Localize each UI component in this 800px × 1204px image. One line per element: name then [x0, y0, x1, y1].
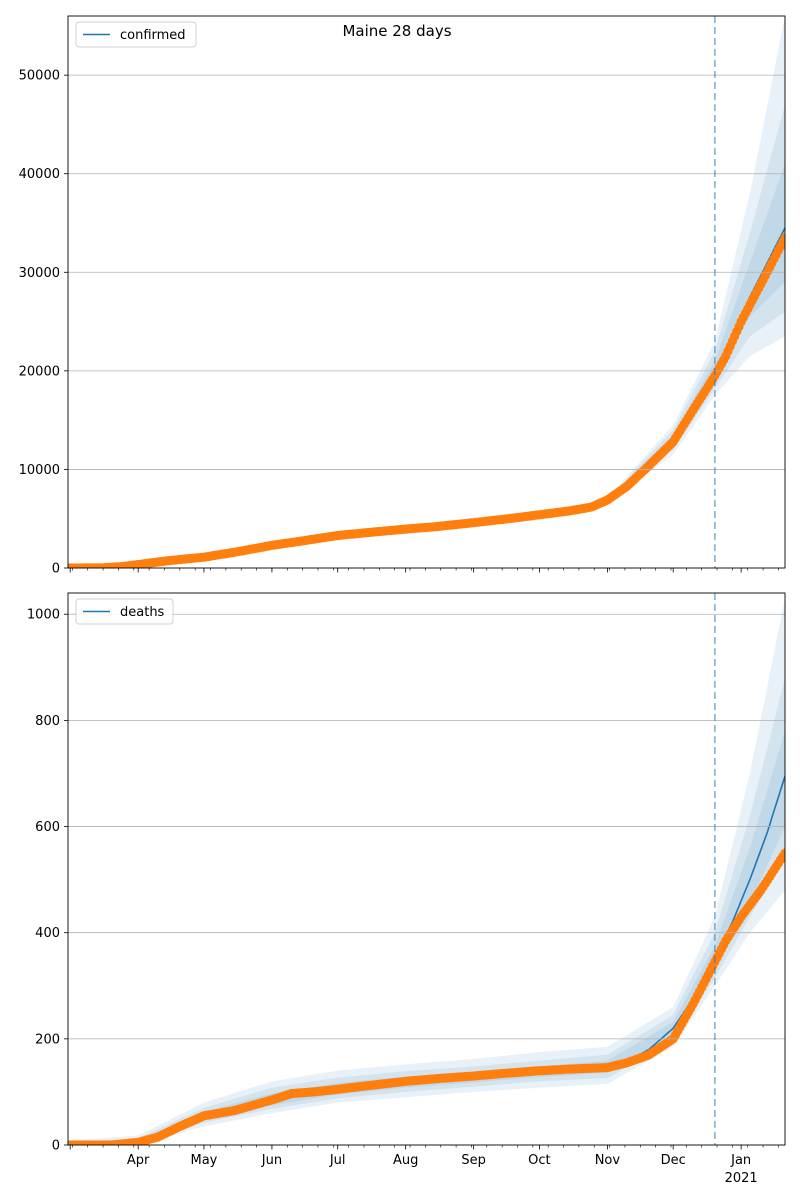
- y-tick-label: 0: [52, 1139, 60, 1154]
- y-tick-label: 40000: [19, 167, 60, 182]
- model-line: [68, 227, 785, 568]
- x-tick-label: Jan: [730, 1153, 751, 1168]
- y-tick-label: 20000: [19, 364, 60, 379]
- panel-deaths: 0 200 400 600 800 1000 Apr May Jun Jul Aug Sep Oct No…: [27, 592, 786, 1186]
- y-tick-label: 30000: [19, 266, 60, 281]
- chart-title: Maine 28 days: [342, 22, 451, 40]
- legend-label: confirmed: [120, 28, 186, 43]
- legend: confirmed: [75, 21, 197, 48]
- x-tick-label: May: [190, 1153, 217, 1168]
- x-tick-label: Dec: [661, 1153, 686, 1168]
- x-tick-label: Nov: [595, 1153, 621, 1168]
- panel-confirmed: 0 10000 20000 30000 40000 50000 confirmed: [19, 15, 786, 577]
- y-tick-label: 50000: [19, 69, 60, 84]
- observed-points: [68, 233, 785, 568]
- legend-box: [75, 21, 197, 48]
- y-tick-label: 800: [35, 714, 60, 729]
- axes-frame: [67, 592, 786, 1146]
- x-tick-label: Jul: [329, 1153, 346, 1168]
- x-tick-year-label: 2021: [725, 1171, 758, 1186]
- x-tick-label: Aug: [393, 1153, 418, 1168]
- y-tick-label: 600: [35, 820, 60, 835]
- x-tick-label: Oct: [528, 1153, 550, 1168]
- legend-label: deaths: [120, 605, 165, 620]
- x-tick-label: Sep: [461, 1153, 486, 1168]
- x-tick-label: Jun: [261, 1153, 282, 1168]
- axes-frame: [67, 15, 786, 569]
- plot-area: [68, 16, 785, 568]
- y-tick-label: 0: [52, 562, 60, 577]
- y-tick-label: 400: [35, 926, 60, 941]
- observed-point: [780, 848, 785, 858]
- y-tick-label: 1000: [27, 608, 60, 623]
- x-tick-label: Apr: [127, 1153, 150, 1168]
- legend-box: [75, 598, 174, 625]
- legend: deaths: [75, 598, 174, 625]
- plot-area: [68, 598, 785, 1145]
- y-tick-label: 10000: [19, 463, 60, 478]
- uncertainty-band: [68, 598, 785, 1145]
- observed-point: [780, 233, 785, 243]
- observed-points: [68, 848, 785, 1145]
- y-tick-label: 200: [35, 1032, 60, 1047]
